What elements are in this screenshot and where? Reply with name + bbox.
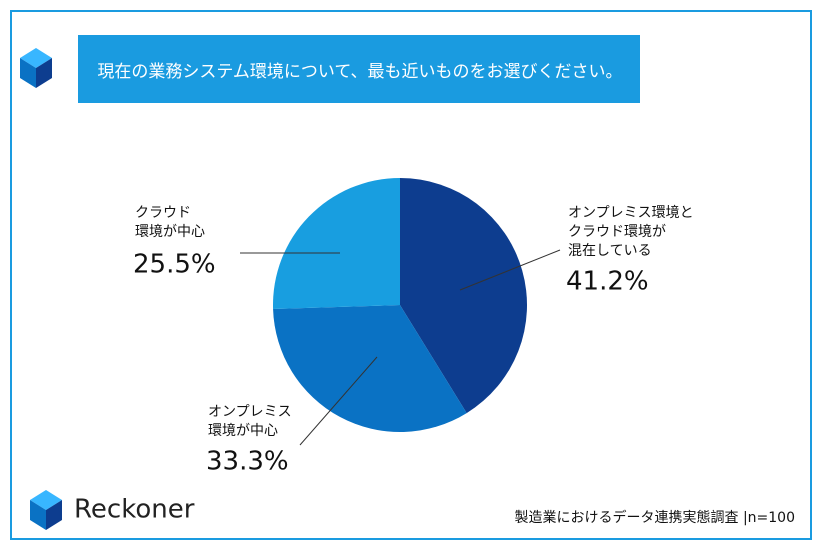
pie-slice bbox=[273, 178, 400, 309]
footer-note: 製造業におけるデータ連携実態調査 |n=100 bbox=[515, 509, 796, 526]
leader-line bbox=[299, 356, 378, 446]
slice-label: クラウド bbox=[135, 205, 191, 221]
slice-label: 環境が中心 bbox=[208, 423, 278, 439]
slice-label: クラウド環境が bbox=[568, 224, 666, 240]
pie-slice bbox=[273, 305, 467, 432]
pie-chart: オンプレミス環境とクラウド環境が混在している41.2%オンプレミス環境が中心33… bbox=[133, 178, 694, 477]
leader-line bbox=[459, 249, 561, 291]
slice-label: 環境が中心 bbox=[135, 224, 205, 240]
brand-name: Reckoner bbox=[74, 495, 195, 525]
slice-label: オンプレミス環境と bbox=[568, 205, 694, 221]
slice-value-label: 25.5% bbox=[133, 250, 216, 280]
slice-value-label: 33.3% bbox=[206, 447, 289, 477]
brand-logo bbox=[30, 490, 62, 530]
header-bar bbox=[78, 35, 640, 103]
pie-slice bbox=[400, 178, 527, 414]
header-logo bbox=[20, 48, 52, 88]
slice-label: オンプレミス bbox=[208, 404, 292, 420]
slice-value-label: 41.2% bbox=[566, 267, 649, 297]
header-title: 現在の業務システム環境について、最も近いものをお選びください。 bbox=[97, 62, 622, 82]
slice-label: 混在している bbox=[568, 243, 652, 259]
